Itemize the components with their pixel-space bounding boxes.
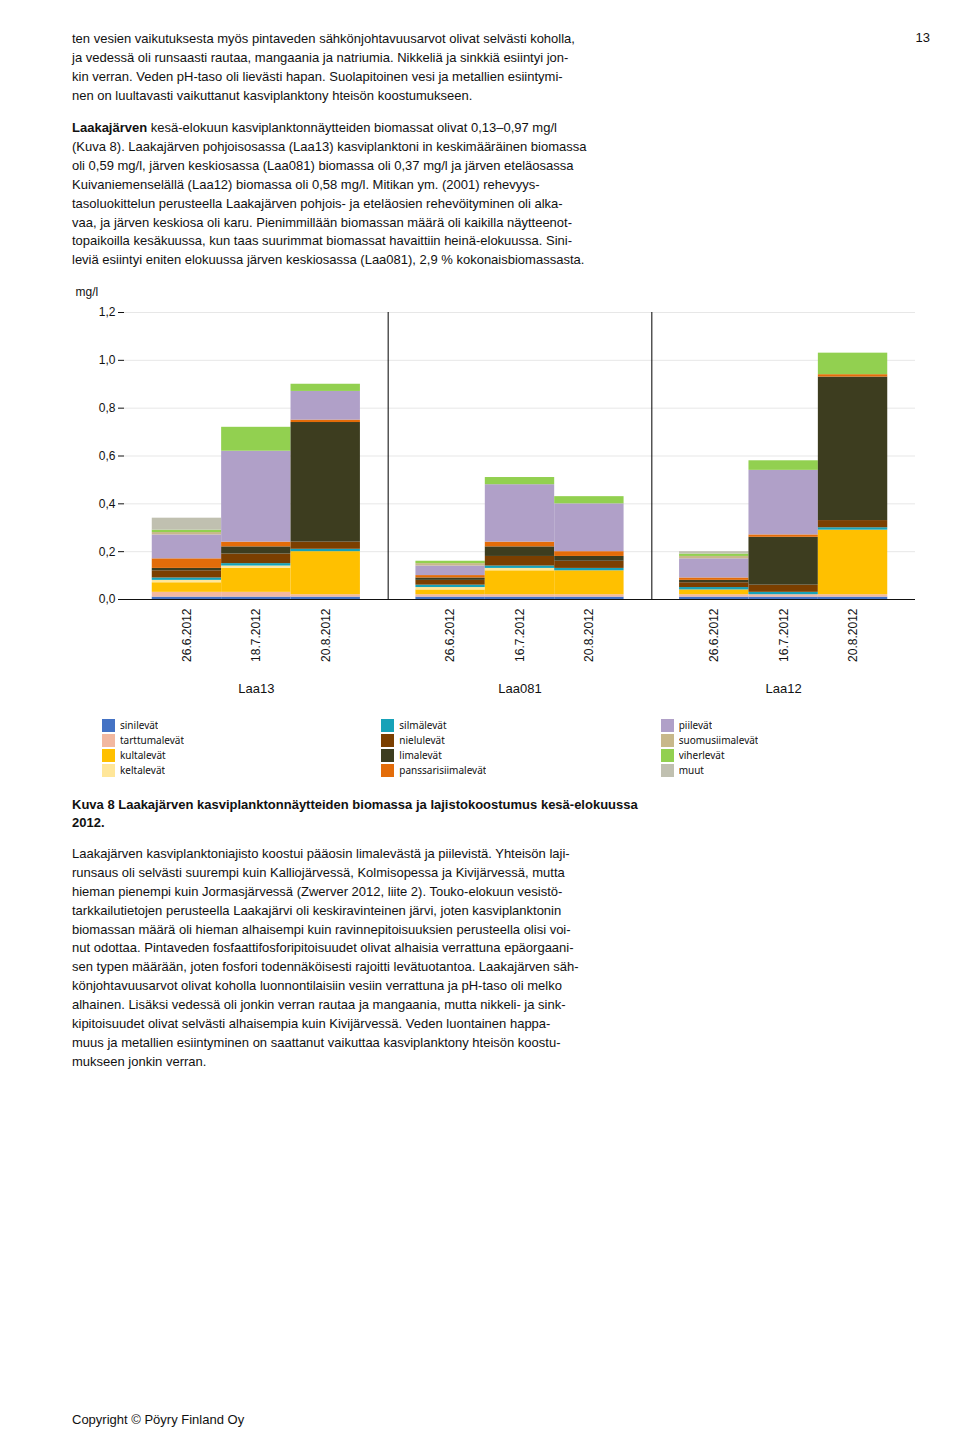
html-text:viherlevät: viherlevät	[678, 748, 725, 763]
svg-text:1,2: 1,2	[99, 305, 116, 319]
html-text:limalevät: limalevät	[399, 748, 442, 763]
svg-text:16.7.2012: 16.7.2012	[777, 608, 791, 662]
svg-text:26.6.2012: 26.6.2012	[707, 608, 721, 662]
svg-text:mg/l: mg/l	[76, 285, 99, 299]
svg-text:26.6.2012: 26.6.2012	[443, 608, 457, 662]
svg-text:Laa13: Laa13	[238, 681, 274, 696]
svg-text:0,8: 0,8	[99, 401, 116, 415]
html-text:panssarisiimalevät: panssarisiimalevät	[399, 763, 487, 778]
svg-text:0,6: 0,6	[99, 449, 116, 463]
svg-text:20.8.2012: 20.8.2012	[582, 608, 596, 662]
svg-text:Laa12: Laa12	[766, 681, 802, 696]
html-text:Laakajärven kasviplanktoniajis: Laakajärven kasviplanktoniajisto koostui…	[72, 846, 579, 1069]
html-text:ten vesien vaikutuksesta myös: ten vesien vaikutuksesta myös pintaveden…	[72, 31, 575, 103]
html-text:keltalevät: keltalevät	[120, 763, 166, 778]
html-text:nielulevät: nielulevät	[399, 733, 445, 748]
html-text:Laakajärven kesä-elokuun kasvi: Laakajärven kesä-elokuun kasviplanktonnä…	[72, 120, 587, 268]
html-text:suomusiimalevät: suomusiimalevät	[678, 733, 759, 748]
html-text:Kuva 8 Laakajärven kasviplankt: Kuva 8 Laakajärven kasviplanktonnäytteid…	[72, 797, 638, 830]
svg-text:0,2: 0,2	[99, 545, 116, 559]
html-text:tarttumalevät: tarttumalevät	[120, 733, 184, 748]
html-text:sinilevät: sinilevät	[120, 718, 159, 733]
html-text:piilevät: piilevät	[678, 718, 713, 733]
svg-text:20.8.2012: 20.8.2012	[846, 608, 860, 662]
svg-text:1,0: 1,0	[99, 353, 116, 367]
svg-text:0,0: 0,0	[99, 592, 116, 606]
svg-text:20.8.2012: 20.8.2012	[319, 608, 333, 662]
svg-text:0,4: 0,4	[99, 497, 116, 511]
html-text:silmälevät: silmälevät	[399, 718, 447, 733]
html-text:kultalevät: kultalevät	[120, 748, 166, 763]
svg-text:26.6.2012: 26.6.2012	[180, 608, 194, 662]
html-text:Copyright © Pöyry Finland Oy: Copyright © Pöyry Finland Oy	[72, 1412, 245, 1427]
svg-text:16.7.2012: 16.7.2012	[513, 608, 527, 662]
svg-text:Laa081: Laa081	[498, 681, 541, 696]
html-text:13: 13	[915, 30, 930, 45]
html-text:muut: muut	[678, 763, 704, 778]
svg-text:18.7.2012: 18.7.2012	[249, 608, 263, 662]
